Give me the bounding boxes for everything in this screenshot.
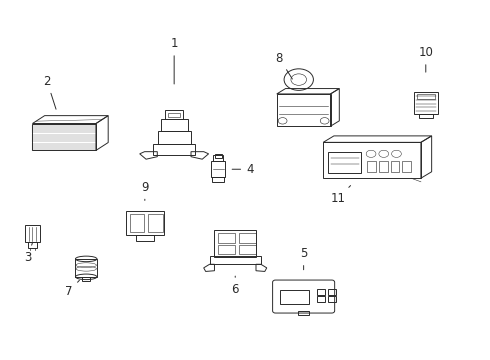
Bar [215, 154, 221, 158]
Bar [419, 114, 433, 118]
Bar [323, 142, 421, 178]
Bar [367, 161, 376, 172]
Bar [126, 211, 164, 235]
Bar [219, 245, 235, 254]
Bar [402, 161, 411, 172]
Bar [328, 289, 336, 295]
Bar [136, 235, 154, 241]
Bar [280, 290, 309, 305]
Bar [213, 155, 223, 161]
Text: 6: 6 [231, 276, 239, 296]
Bar [75, 259, 97, 277]
Text: 9: 9 [141, 181, 148, 201]
Bar [298, 311, 310, 315]
Text: 10: 10 [418, 46, 433, 72]
Bar [417, 94, 435, 99]
Bar [215, 230, 256, 257]
Bar [219, 233, 235, 243]
Bar [168, 113, 180, 117]
Bar [27, 242, 37, 248]
Text: 11: 11 [330, 185, 350, 205]
Bar [318, 289, 325, 295]
Bar [212, 177, 224, 181]
Text: 2: 2 [43, 75, 56, 109]
Bar [153, 144, 195, 155]
Bar [328, 296, 336, 302]
Bar [161, 119, 188, 131]
Bar [210, 256, 261, 264]
Bar [414, 92, 438, 114]
Bar [328, 152, 361, 173]
Bar [239, 245, 255, 254]
Text: 5: 5 [300, 247, 307, 270]
Text: 3: 3 [24, 243, 32, 264]
Bar [25, 225, 40, 242]
Bar [158, 131, 191, 144]
Bar [148, 215, 163, 231]
Text: 8: 8 [275, 51, 293, 79]
Bar [391, 161, 399, 172]
Bar [379, 161, 388, 172]
Bar [82, 277, 90, 281]
Bar [130, 215, 145, 231]
Bar [211, 161, 225, 177]
Bar [165, 110, 183, 119]
Bar [277, 94, 331, 126]
Bar [318, 296, 325, 302]
Bar [239, 233, 255, 243]
Text: 1: 1 [171, 37, 178, 84]
Text: 4: 4 [232, 163, 254, 176]
Text: 7: 7 [65, 280, 79, 298]
